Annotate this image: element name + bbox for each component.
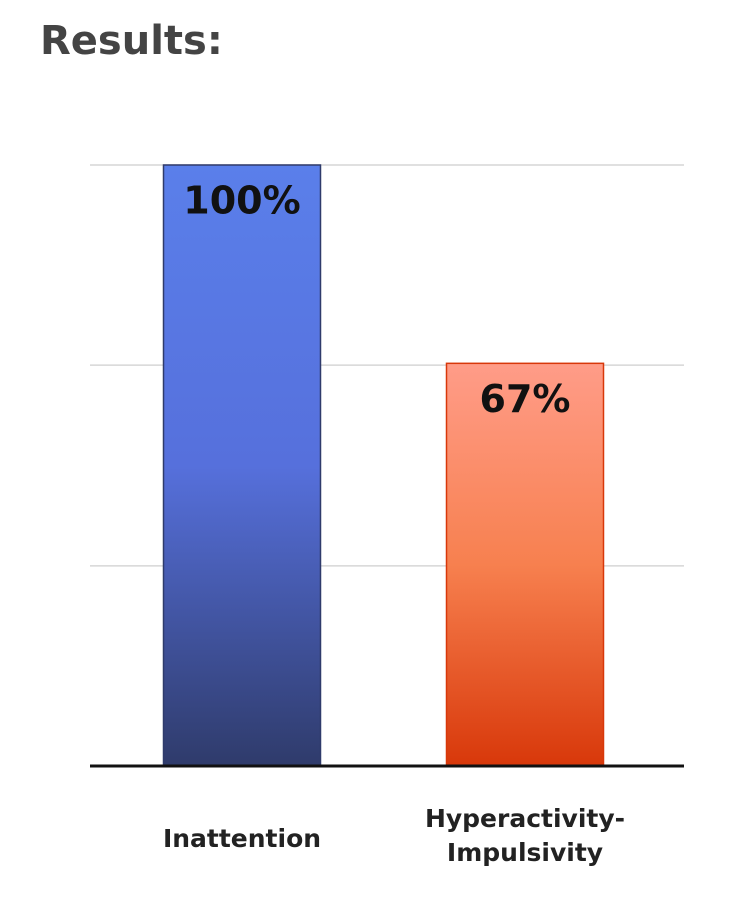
x-tick-label: Inattention bbox=[162, 824, 322, 853]
value-label: 100% bbox=[183, 179, 300, 223]
bar bbox=[445, 362, 605, 767]
bar bbox=[162, 164, 322, 767]
x-tick-label: Hyperactivity-Impulsivity bbox=[424, 804, 626, 867]
title: Results: bbox=[40, 18, 223, 64]
value-label: 67% bbox=[480, 377, 571, 421]
